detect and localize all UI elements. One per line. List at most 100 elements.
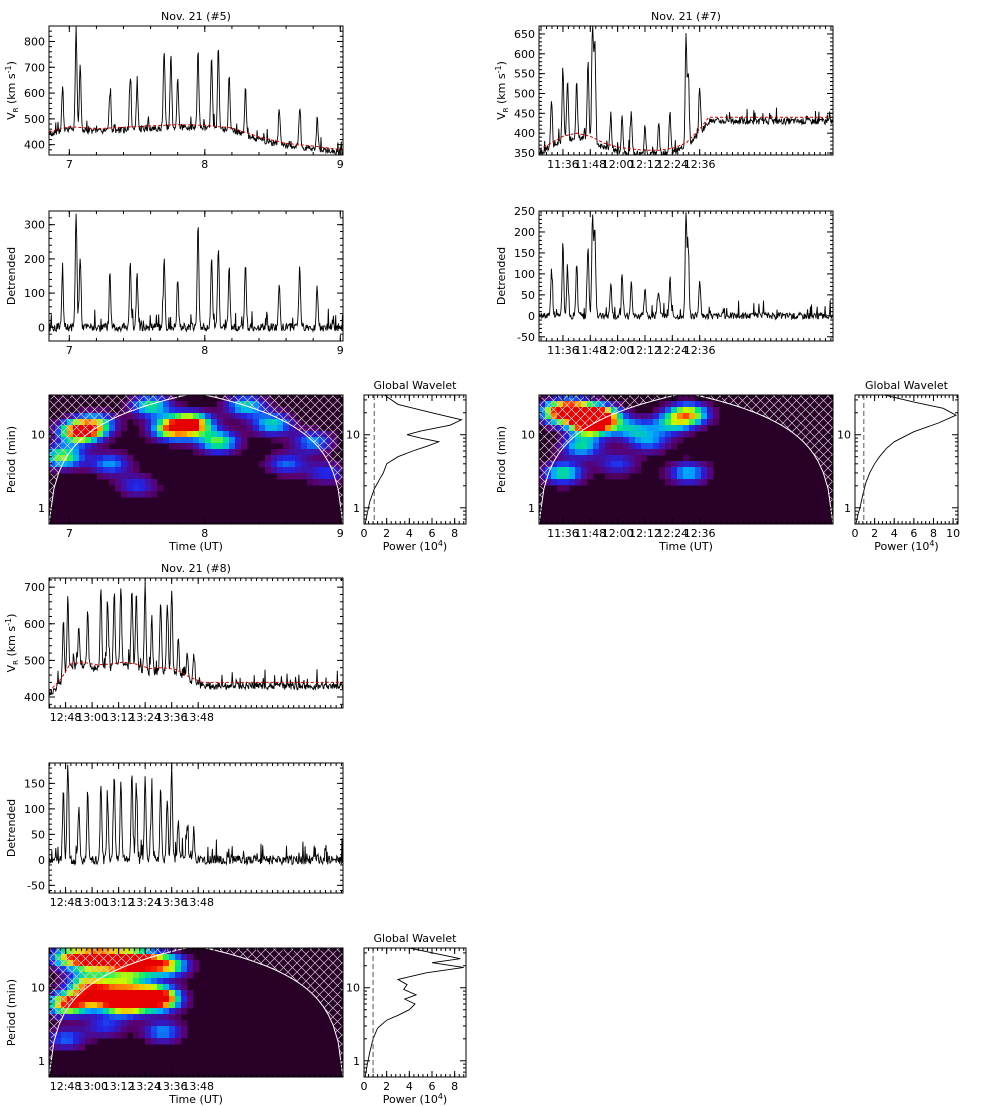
- x-tick-label: 10: [946, 527, 960, 540]
- panel-title: Nov. 21 (#5): [161, 10, 231, 23]
- x-tick-label: 11:48: [574, 344, 606, 357]
- x-tick-label: 12:36: [684, 158, 716, 171]
- x-tick-label: 0: [361, 1080, 368, 1093]
- x-tick-label: 13:12: [103, 711, 135, 724]
- x-tick-label: 13:00: [76, 1080, 108, 1093]
- y-tick-label: 350: [514, 147, 535, 160]
- y-tick-label: -50: [517, 331, 535, 344]
- x-tick-label: 11:48: [574, 158, 606, 171]
- axes-frame: [363, 394, 467, 525]
- panel-p5-wav: 7 8 9 1 10 Time (UT) Period (min): [5, 394, 344, 553]
- y-axis-label: VR (km s-1): [494, 61, 510, 120]
- y-axis-label: VR (km s-1): [4, 614, 20, 673]
- x-tick-label: 4: [406, 1080, 413, 1093]
- cone-of-influence-hatch: [49, 395, 343, 524]
- y-tick-label: 150: [514, 247, 535, 260]
- x-tick-label: 11:48: [574, 527, 606, 540]
- x-axis-label: Time (UT): [168, 540, 223, 553]
- x-tick-label: 13:36: [156, 1080, 188, 1093]
- y-tick-label: 10: [31, 429, 45, 442]
- axes-frame: [538, 394, 834, 525]
- x-tick-label: 13:12: [103, 1080, 135, 1093]
- series-line: [49, 213, 343, 333]
- y-axis-label: Detrended: [5, 247, 18, 305]
- panel-title: Global Wavelet: [374, 932, 458, 945]
- x-tick-label: 12:12: [629, 158, 661, 171]
- y-tick-label: 100: [24, 287, 45, 300]
- x-tick-label: 6: [429, 1080, 436, 1093]
- x-tick-label: 11:36: [547, 527, 579, 540]
- x-tick-label: 2: [383, 527, 390, 540]
- series-line: [49, 764, 343, 866]
- y-axis-label: VR (km s-1): [4, 61, 20, 120]
- x-axis-label: Power (104): [383, 1092, 447, 1106]
- axes-frame: [48, 210, 344, 342]
- series-line: [49, 583, 343, 696]
- x-tick-label: 2: [871, 527, 878, 540]
- x-tick-label: 12:48: [50, 711, 82, 724]
- y-tick-label: -50: [27, 879, 45, 892]
- trend-line: [539, 116, 833, 151]
- y-tick-label: 300: [24, 219, 45, 232]
- series-line: [49, 26, 343, 155]
- series-line: [364, 395, 463, 524]
- y-tick-label: 0: [38, 321, 45, 334]
- trend-line: [49, 661, 343, 692]
- axes-frame: [48, 947, 344, 1078]
- x-tick-label: 9: [337, 527, 344, 540]
- x-tick-label: 2: [383, 1080, 390, 1093]
- x-tick-label: 0: [852, 527, 859, 540]
- panel-p5-det: 7 8 9 0 100 200 300 Detrended: [5, 210, 344, 357]
- x-tick-label: 13:36: [156, 711, 188, 724]
- y-tick-label: 10: [346, 982, 360, 995]
- x-tick-label: 4: [406, 527, 413, 540]
- panel-title: Global Wavelet: [374, 379, 458, 392]
- y-tick-label: 500: [24, 113, 45, 126]
- x-tick-label: 8: [451, 527, 458, 540]
- y-tick-label: 10: [521, 429, 535, 442]
- x-tick-label: 0: [361, 527, 368, 540]
- y-tick-label: 1: [844, 502, 851, 515]
- y-tick-label: 600: [514, 48, 535, 61]
- y-axis-label: Period (min): [5, 426, 18, 493]
- series-line: [855, 395, 958, 524]
- x-tick-label: 8: [930, 527, 937, 540]
- y-axis-label: Detrended: [495, 247, 508, 305]
- y-tick-label: 500: [24, 654, 45, 667]
- series-line: [539, 26, 833, 155]
- y-tick-label: 100: [514, 268, 535, 281]
- axes-frame: [48, 25, 344, 156]
- axes-frame: [538, 210, 834, 342]
- axes-frame: [854, 394, 959, 525]
- y-tick-label: 800: [24, 35, 45, 48]
- y-tick-label: 400: [514, 127, 535, 140]
- cone-of-influence-hatch: [539, 395, 833, 524]
- x-tick-label: 12:00: [602, 344, 634, 357]
- y-tick-label: 200: [514, 226, 535, 239]
- x-tick-label: 11:36: [547, 344, 579, 357]
- cone-of-influence: [539, 395, 833, 524]
- panel-title: Global Wavelet: [865, 379, 949, 392]
- cone-of-influence-hatch: [49, 948, 343, 1077]
- y-tick-label: 200: [24, 253, 45, 266]
- x-tick-label: 12:00: [602, 158, 634, 171]
- x-tick-label: 12:24: [656, 344, 688, 357]
- y-axis-label: Period (min): [495, 426, 508, 493]
- y-tick-label: 400: [24, 139, 45, 152]
- x-tick-label: 13:00: [76, 896, 108, 909]
- y-tick-label: 1: [353, 502, 360, 515]
- y-tick-label: 50: [521, 289, 535, 302]
- x-tick-label: 8: [201, 158, 208, 171]
- x-tick-label: 4: [891, 527, 898, 540]
- x-tick-label: 8: [201, 527, 208, 540]
- panel-p8-gws: 0 2 4 6 8 1 10 Global Wavelet Power (104): [346, 932, 467, 1106]
- x-tick-label: 13:24: [129, 896, 161, 909]
- y-tick-label: 700: [24, 61, 45, 74]
- x-tick-label: 13:00: [76, 711, 108, 724]
- x-axis-label: Power (104): [874, 539, 938, 553]
- x-tick-label: 13:24: [129, 1080, 161, 1093]
- x-tick-label: 13:24: [129, 711, 161, 724]
